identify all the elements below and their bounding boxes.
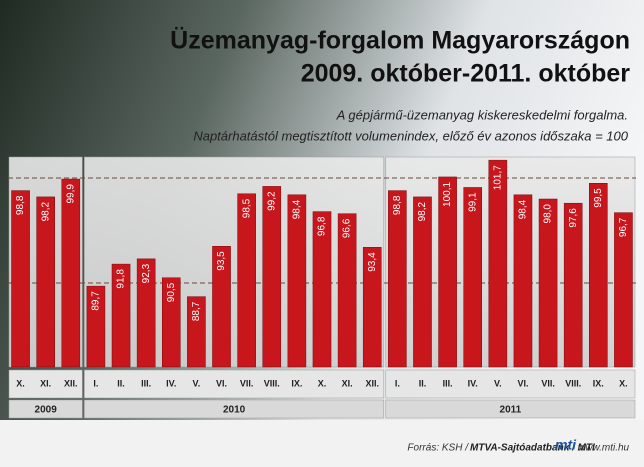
- bar: [488, 159, 508, 368]
- value-label: 88,7: [191, 301, 202, 321]
- bar: [36, 196, 55, 368]
- value-label: 97,6: [568, 208, 579, 228]
- bar: [187, 296, 206, 368]
- x-tick-label: III.: [141, 378, 151, 388]
- x-tick-label: X.: [16, 378, 25, 388]
- x-tick-label: I.: [395, 378, 400, 388]
- x-tick-label: VI.: [216, 378, 227, 388]
- bar: [563, 202, 583, 368]
- category-strip: [84, 369, 385, 399]
- year-strip: [385, 399, 636, 419]
- x-tick-label: I.: [93, 378, 98, 388]
- value-label: 91,8: [116, 269, 127, 289]
- x-tick-label: IX.: [291, 378, 302, 388]
- value-label: 93,5: [216, 251, 227, 271]
- bar: [136, 258, 156, 368]
- x-tick-label: II.: [419, 378, 427, 388]
- value-label: 89,7: [91, 291, 102, 311]
- bar: [513, 194, 533, 368]
- value-label: 96,8: [317, 216, 328, 236]
- x-tick-label: IX.: [593, 378, 604, 388]
- x-tick-label: II.: [117, 378, 125, 388]
- value-label: 99,5: [593, 188, 604, 208]
- bar: [589, 183, 608, 368]
- bar: [11, 190, 30, 368]
- value-label: 98,8: [15, 195, 26, 215]
- bar: [86, 285, 106, 368]
- value-label: 96,7: [618, 217, 629, 237]
- x-tick-label: VI.: [517, 378, 528, 388]
- x-tick-label: VII.: [541, 378, 555, 388]
- value-label: 98,8: [392, 195, 403, 215]
- website: www.mti.hu: [578, 443, 630, 454]
- bar: [413, 196, 432, 368]
- subtitle: Naptárhatástól megtisztított volumeninde…: [193, 128, 628, 143]
- x-tick-label: XII.: [64, 378, 78, 388]
- value-label: 98,2: [417, 201, 428, 221]
- year-strip: [8, 399, 83, 419]
- x-tick-label: XI.: [40, 378, 51, 388]
- x-tick-label: V.: [494, 378, 502, 388]
- year-label: 2010: [223, 405, 246, 416]
- bar: [312, 211, 332, 368]
- value-label: 99,9: [65, 184, 76, 204]
- bar: [237, 193, 256, 368]
- category-strip: [8, 369, 83, 399]
- value-label: 96,6: [342, 218, 353, 238]
- value-label: 101,7: [492, 165, 503, 190]
- x-tick-label: X.: [318, 378, 327, 388]
- source-agency: MTVA-Sajtóadatbank / MTI: [470, 443, 595, 454]
- year-label: 2011: [500, 405, 522, 416]
- value-label: 99,1: [467, 192, 478, 212]
- value-label: 98,4: [292, 199, 303, 219]
- bar: [161, 277, 181, 368]
- x-tick-label: III.: [443, 378, 453, 388]
- subtitle: A gépjármű-üzemanyag kiskereskedelmi for…: [336, 107, 628, 122]
- category-strip: [385, 369, 636, 399]
- x-tick-label: V.: [193, 378, 201, 388]
- x-tick-label: VIII.: [264, 378, 280, 388]
- value-label: 93,4: [367, 252, 378, 272]
- bar: [111, 263, 131, 368]
- bar: [388, 190, 407, 368]
- bar: [287, 194, 307, 368]
- plot-panel: [84, 156, 385, 368]
- value-label: 98,4: [518, 199, 529, 219]
- value-label: 98,0: [543, 204, 554, 224]
- x-tick-label: VII.: [240, 378, 254, 388]
- footer-background: [0, 420, 644, 467]
- x-tick-label: XI.: [342, 378, 353, 388]
- x-tick-label: IV.: [166, 378, 176, 388]
- bar: [614, 212, 633, 368]
- value-label: 92,3: [141, 263, 152, 283]
- bar: [362, 247, 382, 368]
- logo: mti: [555, 437, 577, 453]
- bar: [463, 187, 483, 368]
- value-label: 98,2: [40, 201, 51, 221]
- value-label: 100,1: [442, 182, 453, 207]
- x-tick-label: IV.: [468, 378, 478, 388]
- bar: [212, 246, 231, 368]
- bar: [438, 176, 457, 368]
- value-label: 98,5: [241, 198, 252, 218]
- chart-title: 2009. október-2011. október: [301, 60, 631, 88]
- bar: [538, 198, 558, 368]
- year-label: 2009: [35, 405, 58, 416]
- chart-title: Üzemanyag-forgalom Magyarországon: [170, 26, 630, 55]
- x-tick-label: VIII.: [565, 378, 581, 388]
- year-strip: [84, 399, 385, 419]
- bar: [337, 213, 357, 368]
- bar: [61, 178, 81, 368]
- x-tick-label: X.: [619, 378, 628, 388]
- bar: [262, 186, 282, 368]
- x-tick-label: XII.: [365, 378, 379, 388]
- value-label: 99,2: [266, 191, 277, 211]
- source: Forrás: KSH /: [407, 443, 469, 454]
- value-label: 90,5: [166, 282, 177, 302]
